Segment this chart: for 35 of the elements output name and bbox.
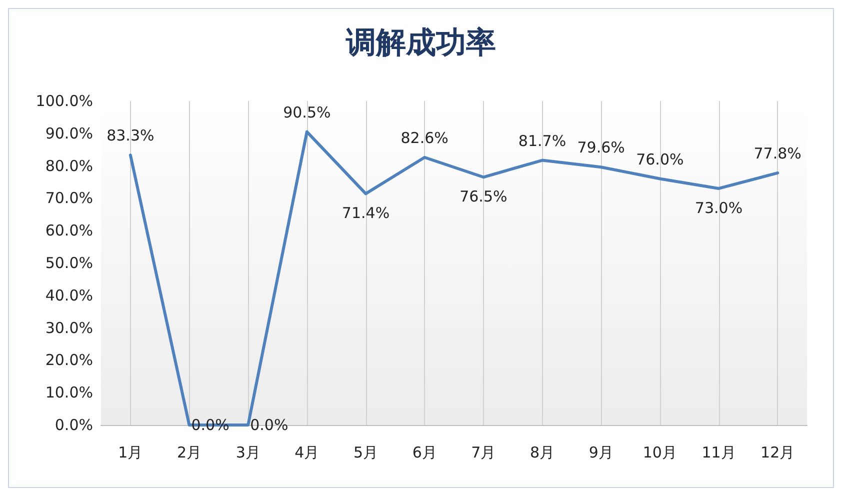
- x-tick-label: 11月: [702, 444, 736, 462]
- y-tick-label: 40.0%: [45, 286, 93, 304]
- x-tick-label: 3月: [236, 444, 260, 462]
- y-tick-label: 50.0%: [45, 254, 93, 272]
- x-tick-label: 10月: [642, 444, 677, 462]
- x-tick-label: 6月: [412, 444, 437, 462]
- x-tick-label: 12月: [760, 444, 795, 462]
- y-tick-label: 80.0%: [45, 156, 93, 175]
- data-label: 81.7%: [518, 132, 566, 150]
- y-tick-label: 20.0%: [45, 351, 93, 370]
- y-tick-label: 30.0%: [45, 318, 93, 337]
- y-tick-label: 10.0%: [45, 384, 93, 402]
- data-label: 76.0%: [636, 150, 684, 168]
- data-label: 71.4%: [342, 204, 390, 222]
- x-tick-label: 8月: [530, 444, 555, 462]
- data-label: 82.6%: [400, 128, 448, 147]
- y-tick-label: 70.0%: [45, 189, 93, 208]
- chart-title: 调解成功率: [345, 26, 496, 60]
- data-label: 83.3%: [106, 126, 154, 145]
- y-tick-label: 0.0%: [54, 416, 93, 434]
- data-label: 79.6%: [577, 138, 625, 157]
- data-label: 0.0%: [250, 416, 288, 434]
- x-tick-label: 5月: [353, 444, 378, 462]
- data-label: 90.5%: [283, 103, 331, 122]
- x-tick-label: 2月: [176, 444, 202, 462]
- x-tick-label: 7月: [471, 444, 496, 462]
- y-tick-label: 100.0%: [36, 92, 93, 110]
- y-tick-label: 90.0%: [45, 124, 93, 142]
- data-label: 73.0%: [694, 198, 743, 217]
- data-label: 77.8%: [754, 144, 802, 162]
- data-label: 76.5%: [460, 188, 508, 206]
- y-tick-label: 60.0%: [45, 222, 93, 240]
- x-tick-label: 9月: [588, 444, 614, 462]
- x-tick-label: 4月: [294, 444, 320, 462]
- x-tick-label: 1月: [118, 444, 143, 462]
